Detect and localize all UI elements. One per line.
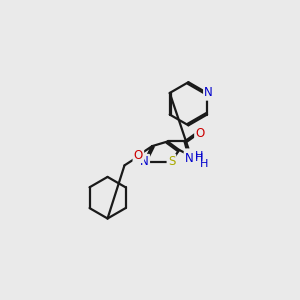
- Text: N: N: [186, 150, 194, 163]
- Text: N: N: [185, 152, 194, 165]
- Text: H: H: [200, 159, 208, 169]
- Text: N: N: [204, 86, 213, 100]
- Text: N: N: [140, 155, 149, 168]
- Text: O: O: [195, 127, 205, 140]
- Text: H: H: [195, 153, 203, 164]
- Text: S: S: [168, 155, 175, 168]
- Text: O: O: [134, 149, 143, 162]
- Text: H: H: [195, 151, 204, 161]
